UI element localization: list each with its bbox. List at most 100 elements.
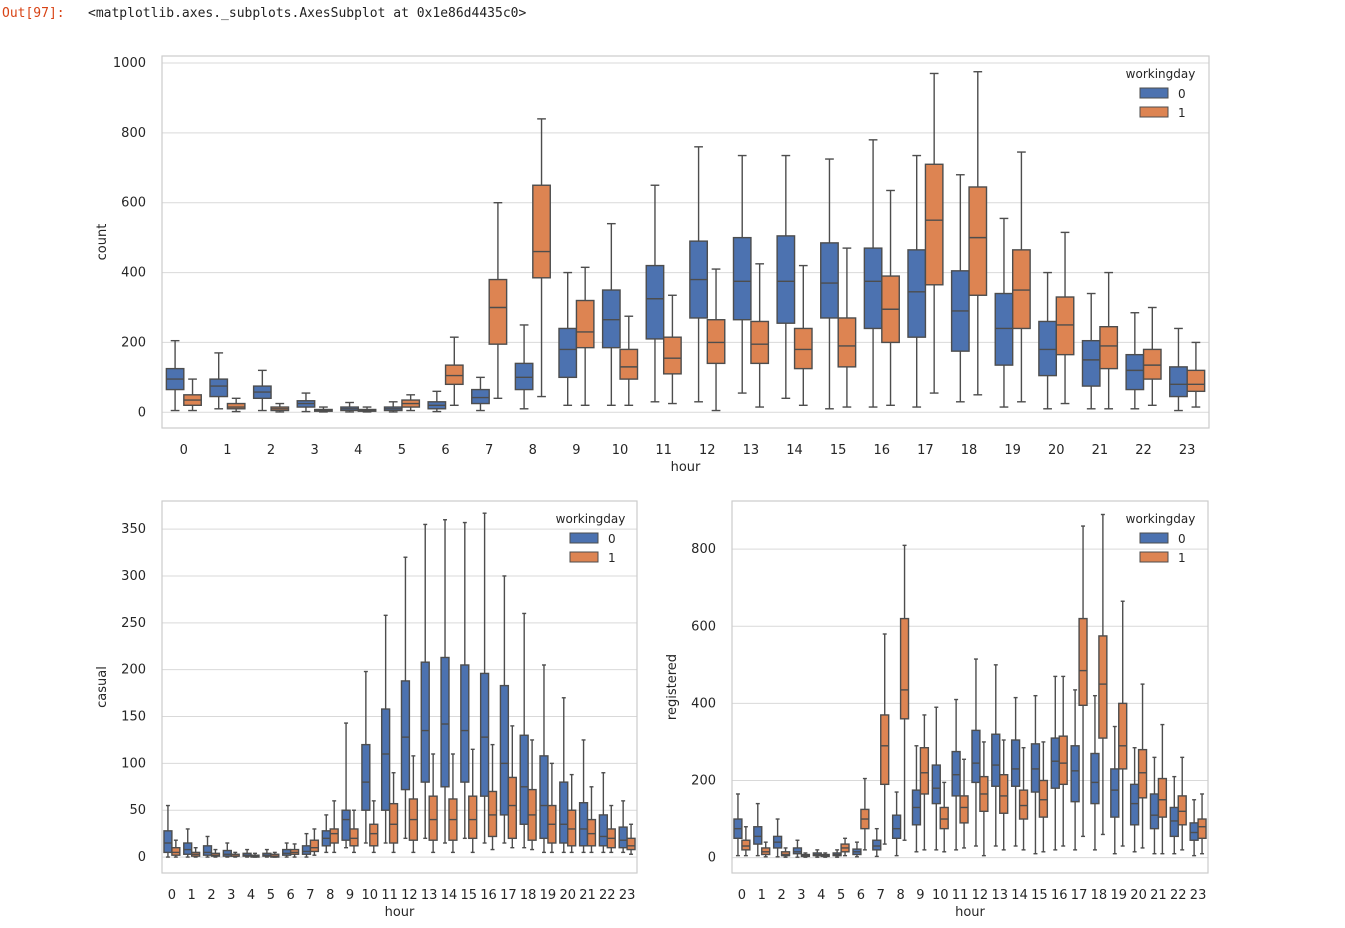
box-0-hour-14: [776, 154, 796, 400]
x-tick-label: 17: [917, 443, 934, 458]
x-tick-label: 23: [1179, 443, 1196, 458]
box-1-hour-1: [226, 397, 246, 413]
box-iqr: [1010, 739, 1021, 787]
box-0-hour-3: [222, 842, 232, 858]
box-iqr: [202, 845, 213, 856]
y-tick-label: 200: [121, 663, 146, 678]
box-1-hour-10: [369, 800, 379, 854]
box-1-hour-6: [444, 336, 464, 406]
box-iqr: [1169, 366, 1188, 398]
box-1-hour-6: [860, 777, 870, 851]
box-iqr: [1081, 339, 1101, 387]
box-0-hour-19: [1110, 725, 1120, 855]
box-0-hour-7: [471, 376, 490, 412]
y-tick-label: 800: [121, 126, 146, 141]
box-1-hour-22: [606, 804, 616, 854]
box-1-hour-16: [881, 189, 900, 406]
box-1-hour-17: [507, 725, 517, 849]
box-1-hour-2: [210, 848, 221, 858]
box-1-hour-7: [880, 633, 890, 845]
box-iqr: [951, 750, 961, 797]
x-tick-label: 22: [1170, 888, 1187, 903]
box-iqr: [361, 743, 371, 811]
box-0-hour-20: [559, 697, 569, 854]
box-iqr: [341, 809, 351, 841]
box-0-hour-9: [341, 722, 351, 849]
box-0-hour-17: [499, 575, 510, 844]
box-0-hour-17: [1070, 689, 1080, 851]
legend-title: workingday: [1126, 512, 1196, 526]
box-iqr: [601, 289, 621, 349]
x-tick-label: 9: [916, 888, 924, 903]
box-iqr: [1050, 737, 1060, 789]
box-1-hour-11: [662, 294, 682, 405]
box-1-hour-16: [487, 743, 498, 851]
box-iqr: [460, 664, 470, 783]
box-0-hour-5: [832, 849, 842, 858]
legend-label-1: 1: [1178, 106, 1186, 120]
y-tick-label: 300: [121, 569, 146, 584]
box-iqr: [514, 362, 534, 391]
legend-title: workingday: [1126, 67, 1196, 81]
box-iqr: [420, 661, 430, 783]
box-iqr: [619, 348, 639, 380]
box-iqr: [1142, 348, 1162, 380]
box-iqr: [171, 847, 181, 856]
box-iqr: [820, 242, 839, 319]
y-axis-label: count: [95, 224, 110, 261]
box-iqr: [1177, 795, 1187, 826]
x-tick-label: 1: [758, 888, 766, 903]
x-tick-label: 14: [441, 888, 458, 903]
legend-swatch-1: [569, 551, 599, 563]
box-0-hour-6: [427, 390, 447, 413]
box-0-hour-22: [1169, 775, 1179, 855]
box-iqr: [645, 264, 665, 340]
legend: workingday 0 1: [556, 512, 626, 565]
box-1-hour-8: [532, 118, 551, 398]
x-tick-label: 0: [168, 888, 176, 903]
box-iqr: [1058, 735, 1068, 786]
x-tick-label: 5: [398, 443, 406, 458]
box-iqr: [428, 795, 438, 841]
y-tick-label: 600: [691, 619, 716, 634]
x-tick-label: 13: [743, 443, 760, 458]
box-0-hour-4: [242, 848, 252, 858]
x-tick-label: 2: [267, 443, 275, 458]
box-0-hour-12: [971, 658, 981, 847]
box-1-hour-21: [1157, 723, 1168, 855]
box-1-hour-15: [468, 748, 478, 854]
box-iqr: [471, 388, 490, 405]
box-1-hour-3: [800, 852, 811, 858]
box-1-hour-23: [1186, 341, 1206, 408]
y-tick-label: 150: [121, 710, 146, 725]
box-iqr: [558, 327, 578, 379]
x-tick-label: 21: [1092, 443, 1109, 458]
box-0-hour-22: [598, 772, 609, 854]
box-iqr: [499, 684, 510, 816]
y-tick-label: 200: [691, 773, 716, 788]
box-1-hour-14: [1018, 747, 1029, 851]
y-axis-label: registered: [665, 654, 680, 720]
box-1-hour-2: [780, 847, 791, 858]
y-tick-label: 600: [121, 196, 146, 211]
box-0-hour-16: [1050, 675, 1060, 851]
box-0-hour-19: [539, 664, 549, 854]
legend-label-0: 0: [1178, 87, 1186, 101]
x-tick-label: 11: [655, 443, 672, 458]
x-tick-label: 16: [1051, 888, 1068, 903]
x-axis-label: hour: [955, 905, 985, 920]
box-iqr: [598, 814, 609, 847]
box-iqr: [586, 818, 597, 847]
box-0-hour-4: [812, 849, 822, 858]
box-iqr: [750, 320, 770, 365]
x-tick-label: 12: [972, 888, 989, 903]
box-iqr: [519, 734, 529, 825]
box-iqr: [924, 163, 944, 286]
legend-swatch-0: [1139, 532, 1169, 544]
box-1-hour-5: [270, 851, 280, 858]
x-tick-label: 10: [612, 443, 629, 458]
x-tick-label: 1: [223, 443, 231, 458]
legend-swatch-1: [1139, 106, 1169, 118]
